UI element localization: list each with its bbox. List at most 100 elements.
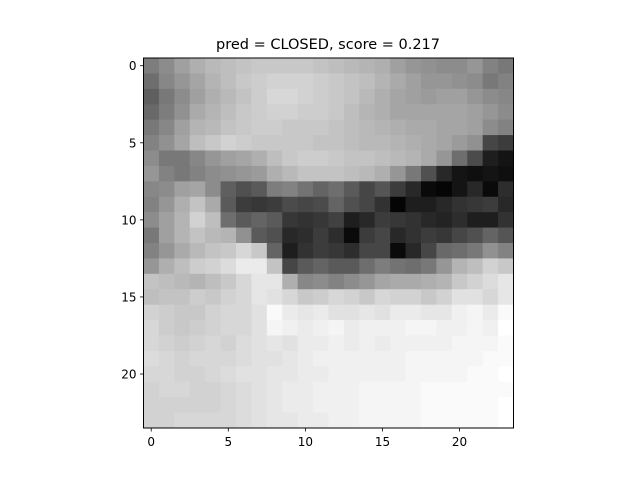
heatmap-cell (251, 366, 268, 383)
heatmap-cell (266, 227, 283, 244)
heatmap-cell (421, 119, 437, 136)
heatmap-cell (390, 258, 406, 275)
heatmap-cell (328, 104, 345, 121)
heatmap-cell (374, 73, 391, 90)
heatmap-cell (390, 350, 406, 367)
heatmap-cell (436, 412, 453, 429)
heatmap-cell (467, 181, 484, 198)
heatmap-cell (498, 165, 514, 182)
heatmap-cell (421, 243, 437, 259)
heatmap-cell (297, 350, 314, 367)
heatmap-cell (297, 366, 314, 383)
heatmap-cell (158, 212, 175, 228)
heatmap-cell (174, 104, 191, 121)
heatmap-cell (467, 88, 484, 105)
heatmap-cell (282, 196, 299, 213)
heatmap-cell (174, 227, 191, 244)
heatmap-cell (313, 304, 329, 321)
heatmap-cell (143, 243, 160, 259)
heatmap-cell (436, 397, 453, 413)
heatmap-cell (467, 196, 484, 213)
heatmap-cell (205, 243, 221, 259)
heatmap-cell (390, 181, 406, 198)
heatmap-cell (158, 304, 175, 321)
heatmap-cell (421, 258, 437, 275)
heatmap-cell (359, 397, 376, 413)
heatmap-cell (266, 73, 283, 90)
heatmap-cell (251, 73, 268, 90)
heatmap-cell (189, 366, 206, 383)
heatmap-cell (359, 335, 376, 352)
heatmap-cell (158, 412, 175, 429)
heatmap-cell (421, 58, 437, 74)
heatmap-cell (482, 381, 499, 398)
heatmap-cell (436, 350, 453, 367)
heatmap-cell (343, 58, 360, 74)
heatmap-cell (328, 119, 345, 136)
heatmap-cell (467, 273, 484, 290)
heatmap-cell (251, 273, 268, 290)
heatmap-cell (421, 304, 437, 321)
heatmap-cell (467, 227, 484, 244)
heatmap-cell (282, 58, 299, 74)
heatmap-cell (421, 135, 437, 151)
heatmap-cell (205, 212, 221, 228)
heatmap-cell (498, 243, 514, 259)
heatmap-cell (328, 258, 345, 275)
heatmap-cell (313, 320, 329, 336)
heatmap-cell (328, 58, 345, 74)
heatmap-cell (220, 165, 237, 182)
heatmap-cell (236, 258, 252, 275)
heatmap-cell (390, 73, 406, 90)
heatmap-cell (220, 150, 237, 167)
heatmap-cell (374, 273, 391, 290)
heatmap-cell (174, 196, 191, 213)
heatmap-cell (205, 320, 221, 336)
heatmap-cell (390, 304, 406, 321)
heatmap-cell (220, 289, 237, 306)
heatmap-cell (343, 289, 360, 306)
heatmap-cell (451, 88, 468, 105)
heatmap-cell (436, 258, 453, 275)
heatmap-cell (143, 320, 160, 336)
heatmap-cell (282, 350, 299, 367)
heatmap-cell (313, 258, 329, 275)
heatmap-cell (143, 381, 160, 398)
heatmap-cell (236, 165, 252, 182)
heatmap-cell (251, 196, 268, 213)
heatmap-cell (451, 150, 468, 167)
heatmap-cell (282, 289, 299, 306)
heatmap-cell (143, 412, 160, 429)
heatmap-cell (328, 397, 345, 413)
heatmap-cell (467, 320, 484, 336)
heatmap-cell (451, 73, 468, 90)
heatmap-cell (282, 73, 299, 90)
heatmap-cell (421, 181, 437, 198)
heatmap-cell (467, 243, 484, 259)
heatmap-cell (343, 227, 360, 244)
heatmap-cell (451, 258, 468, 275)
heatmap-cell (421, 381, 437, 398)
heatmap-cell (374, 58, 391, 74)
x-tick-label: 15 (375, 435, 390, 449)
heatmap-cell (390, 366, 406, 383)
heatmap-cell (251, 412, 268, 429)
heatmap-cell (313, 412, 329, 429)
heatmap-cell (174, 73, 191, 90)
heatmap-cell (297, 73, 314, 90)
heatmap-cell (451, 135, 468, 151)
heatmap-cell (390, 243, 406, 259)
heatmap-cell (297, 304, 314, 321)
heatmap-cell (390, 165, 406, 182)
heatmap-cell (421, 320, 437, 336)
heatmap-cell (498, 181, 514, 198)
heatmap-cell (174, 289, 191, 306)
heatmap-cell (266, 150, 283, 167)
heatmap-cell (467, 135, 484, 151)
x-tick-label: 20 (452, 435, 467, 449)
heatmap-cell (498, 350, 514, 367)
heatmap-cell (236, 412, 252, 429)
heatmap-cell (374, 150, 391, 167)
heatmap-cell (482, 289, 499, 306)
heatmap-cell (282, 104, 299, 121)
